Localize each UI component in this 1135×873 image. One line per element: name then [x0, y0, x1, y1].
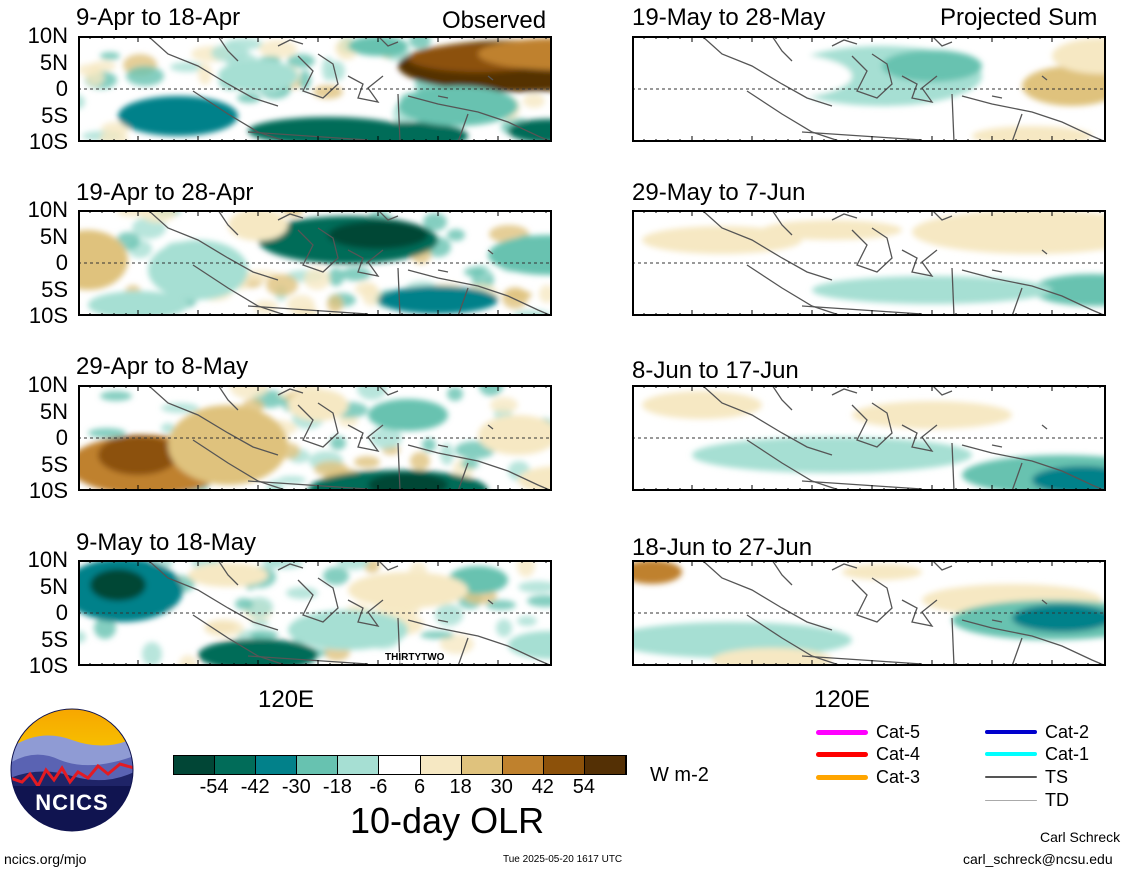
lat-label: 10S — [28, 478, 68, 503]
lat-label: 5N — [39, 223, 68, 249]
colorbar-cell — [215, 756, 257, 774]
x-axis-label-left: 120E — [258, 686, 315, 713]
lat-label: 10S — [28, 653, 68, 678]
colorbar-tick-label: 42 — [531, 776, 554, 798]
legend-label: Cat-5 — [876, 722, 921, 742]
olr-map-panel — [632, 210, 1106, 316]
legend-label: Cat-2 — [1045, 722, 1090, 742]
olr-map-panel — [78, 385, 552, 491]
lat-label: 10N — [27, 23, 68, 48]
panel-title-left-1: 9-Apr to 18-Apr — [76, 4, 241, 31]
panel-title-left-2: 19-Apr to 28-Apr — [76, 179, 254, 206]
legend-swatch — [816, 774, 868, 780]
colorbar-tick-label: -54 — [199, 776, 229, 798]
lat-label: 10S — [28, 303, 68, 328]
colorbar-cell — [256, 756, 298, 774]
panel-title-left-4: 9-May to 18-May — [76, 529, 257, 556]
lat-label: 10N — [27, 547, 68, 572]
colorbar-tick-label: -30 — [281, 776, 311, 798]
panel-title-right-2: 29-May to 7-Jun — [632, 179, 806, 206]
observed-tag: Observed — [442, 7, 547, 34]
lat-label: 5S — [41, 451, 68, 477]
colorbar-cell — [379, 756, 421, 774]
colorbar-tick-label: -6 — [369, 776, 388, 798]
colorbar-tick-label: 18 — [449, 776, 472, 798]
colorbar-cell — [297, 756, 339, 774]
lat-label: 5S — [41, 626, 68, 652]
olr-map-panel — [78, 560, 552, 666]
lat-label: 5S — [41, 102, 68, 128]
legend-swatch — [985, 776, 1037, 778]
lat-label: 10S — [28, 129, 68, 154]
legend-swatch — [985, 799, 1037, 801]
legend-label: Cat-4 — [876, 744, 921, 764]
lat-label: 5N — [39, 49, 68, 75]
colorbar-tick-label: 30 — [490, 776, 513, 798]
olr-map-panel — [78, 36, 552, 142]
legend-swatch — [985, 730, 1037, 734]
footer-url: ncics.org/mjo — [4, 851, 87, 867]
colorbar-cell — [420, 756, 462, 774]
panel-title-left-3: 29-Apr to 8-May — [76, 353, 249, 380]
colorbar-tick-label: 54 — [572, 776, 596, 798]
colorbar-tick-label: -18 — [322, 776, 352, 798]
lat-label: 0 — [55, 76, 68, 101]
legend-swatch — [985, 752, 1037, 756]
lat-label: 5S — [41, 276, 68, 302]
logo-text: NCICS — [35, 790, 109, 815]
lat-label: 5N — [39, 573, 68, 599]
colorbar — [173, 755, 627, 775]
colorbar-title: 10-day OLR — [350, 800, 545, 841]
colorbar-cell — [584, 756, 627, 774]
lat-label: 10N — [27, 197, 68, 222]
ncics-logo: NCICS — [10, 708, 134, 832]
lat-label: 10N — [27, 372, 68, 397]
panel-title-right-1: 19-May to 28-May — [632, 4, 826, 31]
projected-sum-tag: Projected Sum — [940, 4, 1098, 31]
lat-label: 0 — [55, 425, 68, 450]
lat-label: 0 — [55, 250, 68, 275]
legend-label: TS — [1045, 767, 1069, 787]
olr-map-panel — [632, 560, 1106, 666]
storm-label: THIRTYTWO — [385, 652, 445, 663]
panel-title-right-3: 8-Jun to 17-Jun — [632, 357, 799, 384]
colorbar-tick-label: 6 — [413, 776, 426, 798]
colorbar-units: W m-2 — [650, 764, 709, 786]
legend-label: TD — [1045, 790, 1069, 810]
olr-map-panel — [632, 36, 1106, 142]
footer-author: Carl Schreck — [1040, 829, 1121, 845]
legend-swatch — [816, 729, 868, 735]
footer-timestamp: Tue 2025-05-20 1617 UTC — [503, 854, 623, 865]
legend-swatch — [816, 751, 868, 757]
colorbar-cell — [543, 756, 585, 774]
lat-label: 5N — [39, 398, 68, 424]
lat-label: 0 — [55, 600, 68, 625]
legend-label: Cat-3 — [876, 767, 921, 787]
olr-map-panel — [632, 385, 1106, 491]
colorbar-tick-label: -42 — [240, 776, 270, 798]
colorbar-cell — [338, 756, 380, 774]
colorbar-cell — [461, 756, 503, 774]
colorbar-cell — [174, 756, 216, 774]
colorbar-cell — [502, 756, 544, 774]
footer-email: carl_schreck@ncsu.edu — [963, 851, 1113, 867]
olr-map-panel — [78, 210, 552, 316]
x-axis-label-right: 120E — [814, 686, 871, 713]
legend-label: Cat-1 — [1045, 744, 1090, 764]
panel-title-right-4: 18-Jun to 27-Jun — [632, 534, 813, 561]
